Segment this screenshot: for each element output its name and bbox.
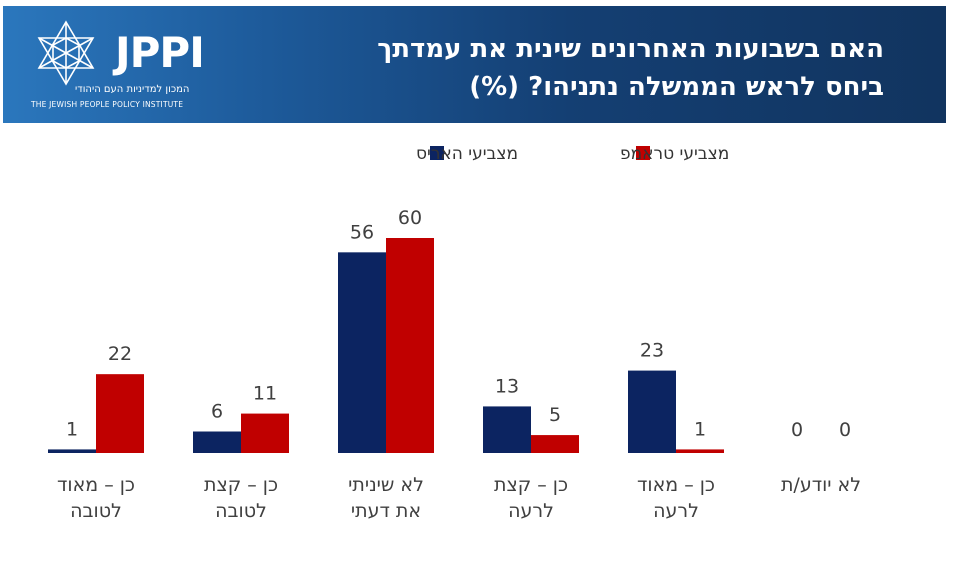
- category-label-2-line-1: כן – קצת: [204, 474, 278, 496]
- category-label-4-line-2: לרעה: [508, 500, 554, 522]
- value-label-harris-4: 13: [495, 375, 519, 397]
- category-label-5-line-2: לרעה: [653, 500, 699, 522]
- bar-harris-5: [628, 370, 676, 453]
- star-of-david-icon: [37, 20, 95, 86]
- category-label-2-line-2: לטובה: [215, 500, 267, 522]
- bar-trump-1: [96, 374, 144, 453]
- value-label-trump-2: 11: [253, 383, 277, 405]
- legend-label-1: מצביעי האריס: [416, 144, 518, 164]
- chart-title-line-2: ביחס לראש הממשלה נתניהו? (%): [469, 72, 884, 102]
- category-label-4-line-1: כן – קצת: [494, 474, 568, 496]
- value-label-trump-4: 5: [549, 404, 561, 426]
- value-label-harris-3: 56: [350, 221, 374, 243]
- logo-wordmark: JPPI: [115, 28, 205, 77]
- category-label-6-line-1: לא יודע/ת: [781, 474, 861, 496]
- bar-harris-2: [193, 431, 241, 453]
- legend-swatch-1: [430, 146, 444, 160]
- bar-trump-2: [241, 413, 289, 453]
- category-label-1-line-2: לטובה: [70, 500, 122, 522]
- value-label-harris-5: 23: [640, 340, 664, 362]
- logo-english-name: THE JEWISH PEOPLE POLICY INSTITUTE: [31, 100, 184, 109]
- bar-harris-1: [48, 449, 96, 453]
- bar-trump-5: [676, 449, 724, 453]
- chart-title-line-1: האם בשבועות האחרונים שינית את עמדתך: [377, 34, 884, 64]
- value-label-trump-3: 60: [398, 207, 422, 229]
- bar-harris-4: [483, 406, 531, 453]
- category-label-1-line-1: כן – מאוד: [57, 474, 135, 496]
- value-label-trump-1: 22: [108, 343, 132, 365]
- header-banner: JPPI המכון למדיניות העם היהודי THE JEWIS…: [3, 6, 946, 123]
- category-label-3-line-1: לא שיניתי: [348, 474, 424, 496]
- value-label-harris-6: 0: [791, 419, 803, 441]
- jppi-logo: JPPI המכון למדיניות העם היהודי THE JEWIS…: [31, 18, 205, 114]
- legend-label-2: מצביעי טראמפ: [620, 144, 729, 164]
- value-label-trump-6: 0: [839, 419, 851, 441]
- category-label-5-line-1: כן – מאוד: [637, 474, 715, 496]
- bar-harris-3: [338, 252, 386, 453]
- value-label-harris-2: 6: [211, 401, 223, 423]
- legend-swatch-2: [636, 146, 650, 160]
- logo-hebrew-name: המכון למדיניות העם היהודי: [75, 84, 190, 95]
- category-label-3-line-2: את דעתי: [351, 500, 421, 522]
- value-label-trump-5: 1: [694, 418, 706, 440]
- bar-trump-4: [531, 435, 579, 453]
- chart-title: האם בשבועות האחרונים שינית את עמדתך ביחס…: [324, 30, 884, 106]
- value-label-harris-1: 1: [66, 418, 78, 440]
- bar-trump-3: [386, 238, 434, 453]
